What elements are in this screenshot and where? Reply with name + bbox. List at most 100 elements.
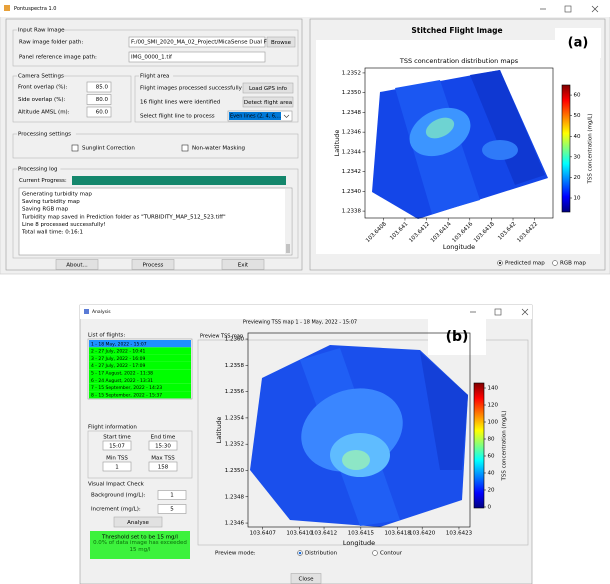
progress-bar (72, 176, 286, 185)
button-label: Browse (271, 40, 292, 46)
field-label: Front overlap (%): (18, 85, 68, 91)
y-tick-label: 1.2352 (342, 70, 361, 76)
info-label: Start time (103, 435, 131, 441)
radio-label: Predicted map (505, 261, 545, 267)
field-value: 80.0 (96, 97, 109, 103)
list-item-label: 5 - 17 August, 2022 - 11:38 (91, 371, 153, 377)
field-value: 85.0 (96, 85, 109, 91)
log-line: Generating turbidity map (22, 192, 92, 198)
y-tick-label: 1.2346 (225, 521, 245, 527)
field-label: Raw image folder path: (19, 40, 83, 46)
radio-dot (299, 552, 302, 555)
status-label: Flight images processed successfully (140, 86, 243, 92)
info-label: End time (151, 435, 176, 441)
checkbox[interactable] (182, 145, 188, 151)
button-label: Close (299, 576, 315, 582)
colorbar-label: TSS concentration (mg/L) (588, 114, 594, 185)
colorbar (474, 383, 484, 508)
panel-title: Stitched Flight Image (411, 26, 502, 35)
checkbox[interactable] (72, 145, 78, 151)
info-label: Max TSS (151, 456, 175, 462)
y-tick-label: 1.2344 (342, 149, 362, 155)
list-item-label: 1 - 18 May, 2022 - 15:07 (91, 341, 147, 347)
y-tick-label: 1.2348 (342, 110, 362, 116)
result-text: 0.0% of data image has exceeded 15 mg/l (92, 540, 188, 558)
list-item-label: 3 - 27 July, 2022 - 16:09 (91, 356, 145, 362)
info-value: 15:30 (155, 443, 171, 449)
log-line: Turbidity map saved in Prediction folder… (21, 214, 226, 220)
button-label: About... (66, 262, 88, 268)
colorbar-tick-label: 20 (488, 487, 495, 493)
result-text: 0.0% of data image has exceeded 15 mg/l (92, 540, 188, 554)
list-item-label: 8 - 15 September, 2022 - 15:37 (91, 392, 162, 398)
y-tick-label: 1.2340 (342, 189, 362, 195)
info-value: 1 (115, 464, 119, 470)
y-axis-label: Latitude (333, 130, 341, 157)
x-tick-label: 103.6423 (446, 531, 473, 537)
colorbar-tick-label: 40 (488, 470, 495, 476)
list-item-label: 2 - 27 July, 2022 - 10:41 (91, 349, 145, 355)
colorbar-label: TSS concentration (mg/L) (502, 411, 508, 482)
list-item-label: 4 - 27 July, 2022 - 17:09 (91, 363, 145, 369)
window-title: Pontuspectra 1.0 (14, 6, 56, 12)
header: Previewing TSS map 1 - 18 May, 2022 - 15… (243, 320, 357, 326)
group-title: Camera Settings (18, 74, 64, 80)
y-axis-label: Latitude (215, 417, 223, 444)
field-label: Side overlap (%): (18, 97, 66, 103)
colorbar-tick-label: 60 (488, 453, 495, 459)
colorbar-tick-label: 140 (488, 386, 499, 392)
screenshot: Pontuspectra 1.0 Input Raw Image Raw image… (0, 0, 610, 584)
radio[interactable] (553, 261, 558, 266)
list-label: List of flights: (88, 333, 125, 339)
button-label: Process (143, 262, 164, 268)
info-value: 15:07 (109, 443, 125, 449)
field-label: Panel reference image path: (19, 55, 97, 61)
x-axis-label: Longitude (443, 243, 475, 251)
y-tick-label: 1.2350 (342, 90, 362, 96)
button-label: Load GPS info (249, 86, 288, 92)
list-item-label: 7 - 15 September, 2022 - 14:23 (91, 385, 162, 391)
map-patch (342, 450, 370, 470)
x-tick-label: 103.6410 (286, 531, 313, 537)
radio-label: RGB map (560, 261, 586, 267)
y-tick-label: 1.2348 (225, 494, 245, 500)
colorbar-tick-label: 30 (574, 154, 581, 160)
log-line: Total wall time: 0:16:1 (21, 230, 83, 236)
x-tick-label: 103.6415 (348, 531, 375, 537)
group-title: Input Raw Image (18, 28, 65, 34)
field-label: Background (mg/L): (91, 493, 146, 499)
field-value: IMG_0000_1.tif (131, 55, 173, 61)
colorbar-tick-label: 40 (574, 134, 581, 140)
info-label: Min TSS (106, 456, 128, 462)
body: Pontuspectra 1.0 Input Raw Image Raw image… (0, 0, 610, 584)
field-value: 60.0 (96, 110, 109, 116)
x-axis-label: Longitude (343, 539, 375, 547)
y-tick-label: 1.2354 (225, 415, 245, 421)
radio-label: Contour (380, 551, 403, 557)
colorbar-tick-label: 100 (488, 420, 499, 426)
scrollbar-thumb (286, 244, 290, 253)
colorbar-tick-label: 0 (488, 504, 492, 510)
y-tick-label: 1.2350 (225, 468, 245, 474)
y-tick-label: 1.2342 (342, 169, 361, 175)
log-line: Saving turbidity map (22, 199, 80, 205)
button-label: Analyse (127, 520, 149, 526)
figure-tag: (a) (568, 36, 589, 51)
progress-label: Current Progress: (19, 178, 67, 184)
y-tick-label: 1.2358 (225, 363, 245, 369)
field-value: 1 (170, 493, 174, 499)
map-patch (482, 140, 518, 160)
window-title: Analysis (92, 309, 111, 315)
checkbox-label: Sunglint Correction (82, 146, 135, 152)
y-tick-label: 1.2356 (225, 389, 245, 395)
button-label: Exit (238, 262, 249, 268)
list-item-label: 6 - 24 August, 2022 - 13:31 (91, 378, 153, 384)
y-tick-label: 1.2352 (225, 442, 244, 448)
radio-label: Distribution (305, 551, 338, 557)
colorbar-tick-label: 120 (488, 403, 499, 409)
x-tick-label: 103.6420 (409, 531, 436, 537)
group-title: Processing log (18, 167, 58, 173)
colorbar-tick-label: 20 (574, 175, 581, 181)
info-value: 158 (158, 464, 169, 470)
radio[interactable] (373, 551, 378, 556)
